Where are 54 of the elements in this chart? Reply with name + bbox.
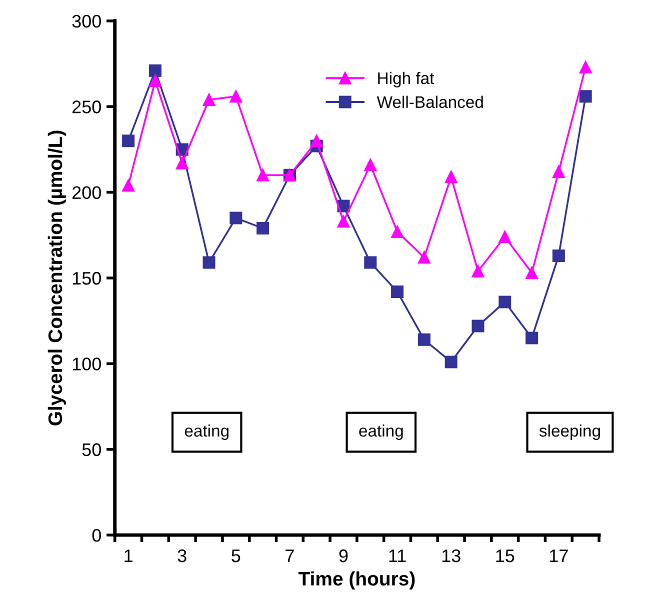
point (364, 158, 377, 172)
point (256, 168, 270, 182)
y-tick-label: 100 (72, 358, 101, 370)
y-axis-title: Glycerol Concentration (µmol/L) (48, 130, 66, 426)
point (579, 90, 592, 103)
point (472, 320, 484, 332)
x-tick-label: 3 (178, 549, 186, 562)
point (337, 215, 350, 228)
point (230, 90, 242, 103)
point (391, 285, 404, 298)
point (444, 356, 458, 368)
point (552, 249, 565, 262)
point (148, 74, 162, 88)
y-tick-label: 300 (72, 14, 101, 28)
x-tick-label: 13 (442, 549, 460, 562)
point (148, 64, 162, 77)
point (230, 212, 242, 224)
y-tick-label: 250 (72, 100, 101, 114)
annotation: eating (184, 424, 228, 440)
point (472, 264, 484, 278)
point (391, 225, 404, 238)
point (364, 256, 377, 269)
x-tick-label: 15 (496, 550, 514, 562)
point (418, 333, 430, 346)
annotation: eating (359, 424, 403, 440)
point (444, 170, 458, 184)
point (202, 93, 216, 106)
x-tick-label: 17 (550, 550, 568, 562)
y-tick-label: 50 (82, 443, 101, 456)
legend-label: Well-Balanced (376, 96, 483, 108)
point (579, 60, 592, 74)
point (526, 332, 538, 344)
point (552, 165, 565, 178)
point (122, 134, 135, 148)
legend-label: High fat (378, 72, 434, 88)
point (526, 266, 538, 280)
x-tick-label: 5 (232, 550, 240, 562)
point (498, 230, 512, 244)
x-axis-title: Time (hours) (298, 571, 415, 590)
x-tick-label: 7 (286, 550, 294, 562)
point (498, 296, 512, 308)
y-tick-label: 0 (92, 528, 101, 542)
y-tick-label: 200 (72, 186, 101, 200)
point (418, 251, 430, 264)
annotation: sleeping (539, 424, 600, 440)
point (256, 222, 270, 235)
point (310, 134, 323, 148)
y-tick-label: 150 (72, 272, 101, 285)
x-tick-label: 1 (124, 550, 132, 562)
x-tick-label: 11 (389, 550, 406, 562)
point (202, 256, 216, 269)
x-tick-label: 9 (339, 549, 348, 562)
point (176, 156, 188, 170)
point (122, 179, 135, 192)
